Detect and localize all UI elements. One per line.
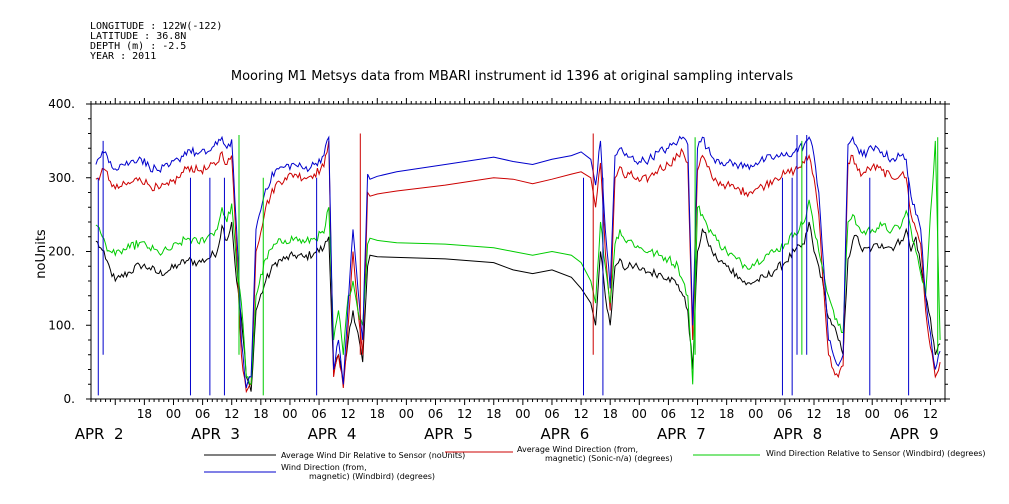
metadata-line: LATITUDE : 36.8N — [90, 31, 186, 42]
x-tick-label: 00 — [515, 407, 530, 421]
x-tick-label: 18 — [835, 407, 850, 421]
legend: Average Wind Dir Relative to Sensor (noU… — [204, 445, 986, 481]
x-tick-label: 00 — [748, 407, 763, 421]
metadata-line: LONGITUDE : 122W(-122) — [90, 21, 222, 32]
x-day-label: APR 6 — [541, 425, 590, 443]
legend-label: Average Wind Dir Relative to Sensor (noU… — [281, 451, 465, 460]
x-tick-label: 06 — [428, 407, 443, 421]
x-tick-label: 06 — [195, 407, 210, 421]
series-line-1 — [95, 221, 941, 392]
x-day-label: APR 3 — [191, 425, 240, 443]
x-tick-label: 18 — [137, 407, 152, 421]
x-tick-label: 00 — [632, 407, 647, 421]
x-tick-label: 12 — [806, 407, 821, 421]
y-axis-label: noUnits — [34, 229, 49, 279]
x-tick-label: 06 — [777, 407, 792, 421]
x-tick-label: 00 — [399, 407, 414, 421]
x-day-label: APR 8 — [773, 425, 822, 443]
legend-item-1: Average Wind Dir Relative to Sensor (noU… — [204, 451, 465, 460]
x-day-label: APR 5 — [424, 425, 473, 443]
x-tick-label: 12 — [224, 407, 239, 421]
x-tick-label: 18 — [486, 407, 501, 421]
x-tick-label: 00 — [166, 407, 181, 421]
metadata-line: YEAR : 2011 — [90, 51, 156, 62]
x-tick-label: 06 — [311, 407, 326, 421]
legend-label: Wind Direction (from, magnetic) (Windbird… — [281, 463, 435, 481]
x-axis: 18 00 06 12 18 00 06 12 18 00 06 12 18 00 06 12 18 00 06 12… — [75, 98, 946, 443]
y-tick-label: 400. — [48, 97, 75, 111]
x-tick-label: 12 — [341, 407, 356, 421]
x-tick-label: 18 — [603, 407, 618, 421]
legend-item-4: Wind Direction (from, magnetic) (Windbird… — [204, 463, 435, 481]
x-tick-label: 12 — [690, 407, 705, 421]
x-tick-label: 18 — [370, 407, 385, 421]
x-tick-label: 06 — [894, 407, 909, 421]
plot-frame — [90, 103, 946, 400]
legend-item-2: Average Wind Direction (from, magnetic) (… — [445, 445, 673, 463]
x-tick-label: 12 — [923, 407, 938, 421]
y-tick-label: 200. — [48, 245, 75, 259]
metadata-line: DEPTH (m) : -2.5 — [90, 41, 186, 52]
x-day-label: APR 7 — [657, 425, 706, 443]
plot-area — [90, 103, 946, 400]
x-day-label: APR 4 — [308, 425, 357, 443]
y-tick-label: 300. — [48, 171, 75, 185]
metadata-block: LONGITUDE : 122W(-122)LATITUDE : 36.8NDE… — [90, 21, 222, 62]
series-line-2 — [95, 140, 941, 394]
x-tick-label: 00 — [282, 407, 297, 421]
legend-label: Wind Direction Relative to Sensor (Windb… — [766, 449, 986, 458]
x-tick-label: 12 — [457, 407, 472, 421]
series-line-4 — [95, 135, 941, 389]
x-tick-label: 18 — [253, 407, 268, 421]
y-axis: 0. 100. 200. 300. 400. — [48, 97, 950, 406]
y-tick-label: 0. — [64, 392, 75, 406]
legend-label: Average Wind Direction (from, magnetic) (… — [517, 445, 673, 463]
series-line-3 — [95, 140, 941, 386]
x-day-label: APR 9 — [890, 425, 939, 443]
x-tick-label: 12 — [573, 407, 588, 421]
x-tick-label: 06 — [544, 407, 559, 421]
series-group — [95, 133, 941, 396]
x-tick-label: 00 — [865, 407, 880, 421]
y-tick-label: 100. — [48, 318, 75, 332]
x-day-label: APR 2 — [75, 425, 124, 443]
chart-title: Mooring M1 Metsys data from MBARI instru… — [231, 69, 793, 84]
x-tick-label: 18 — [719, 407, 734, 421]
x-tick-label: 06 — [661, 407, 676, 421]
legend-item-3: Wind Direction Relative to Sensor (Windb… — [693, 449, 986, 458]
